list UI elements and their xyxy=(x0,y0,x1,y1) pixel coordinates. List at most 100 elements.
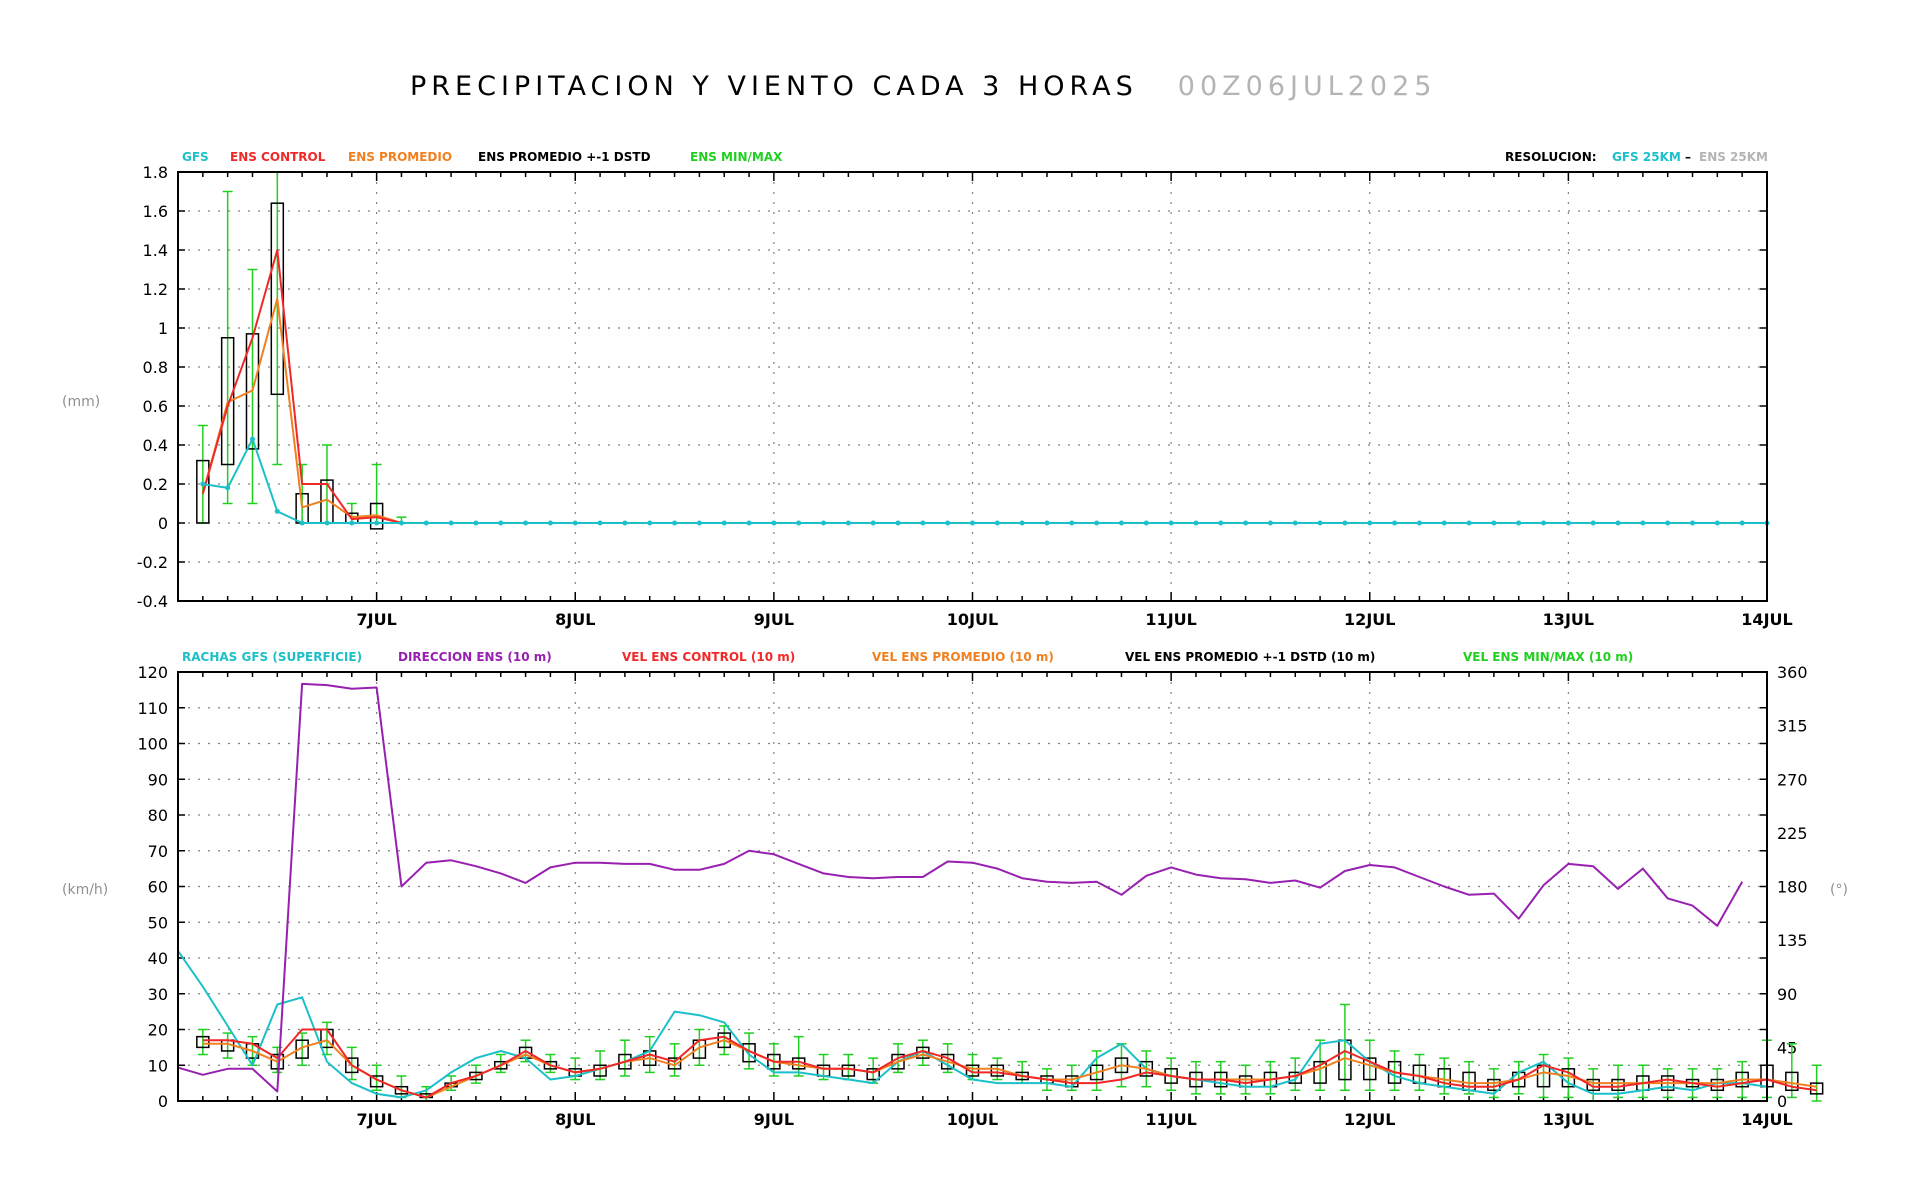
x-tick-label: 11JUL xyxy=(1145,1110,1196,1129)
y2-tick-label: 135 xyxy=(1777,931,1808,950)
x-tick-label: 8JUL xyxy=(555,1110,595,1129)
gfs-point xyxy=(1218,520,1224,526)
gfs-point xyxy=(845,520,851,526)
gfs-point xyxy=(721,520,727,526)
y-tick-label: 10 xyxy=(148,1056,168,1075)
y-tick-label: 110 xyxy=(137,699,168,718)
gfs-point xyxy=(895,520,901,526)
y2-tick-label: 180 xyxy=(1777,878,1808,897)
y-tick-label: 60 xyxy=(148,878,168,897)
legend-resolucion: RESOLUCION: xyxy=(1505,150,1597,164)
y-tick-label: 0.8 xyxy=(143,358,168,377)
gfs-point xyxy=(1292,520,1298,526)
y-tick-label: 0 xyxy=(158,514,168,533)
std-box xyxy=(394,1085,409,1095)
std-box xyxy=(866,1068,880,1081)
gfs-point xyxy=(1590,520,1596,526)
x-tick-label: 10JUL xyxy=(947,1110,998,1129)
gfs-point xyxy=(1317,520,1323,526)
gfs-point xyxy=(299,520,305,526)
rachas-line xyxy=(177,950,1768,1099)
legend-vel-promedio: VEL ENS PROMEDIO (10 m) xyxy=(872,650,1054,664)
top-legend: GFS ENS CONTROL ENS PROMEDIO ENS PROMEDI… xyxy=(182,150,1768,164)
y2-tick-label: 315 xyxy=(1777,717,1808,736)
gfs-point xyxy=(994,520,1000,526)
gfs-point xyxy=(1739,520,1745,526)
wind-ylabel: (km/h) xyxy=(62,882,108,898)
std-box xyxy=(220,337,235,466)
bottom-legend: RACHAS GFS (SUPERFICIE) DIRECCION ENS (1… xyxy=(182,650,1633,664)
plot-frame xyxy=(177,171,1768,602)
legend-rachas: RACHAS GFS (SUPERFICIE) xyxy=(182,650,362,664)
gfs-point xyxy=(572,520,578,526)
std-box xyxy=(270,1053,285,1070)
vel-control-line xyxy=(202,1028,1817,1099)
gfs-point xyxy=(374,520,380,526)
std-box xyxy=(469,1071,483,1081)
gfs-point xyxy=(1665,520,1671,526)
y2-tick-label: 45 xyxy=(1777,1038,1797,1057)
gfs-point xyxy=(1143,520,1149,526)
gfs-point xyxy=(1342,520,1348,526)
gfs-point xyxy=(1690,520,1696,526)
gfs-point xyxy=(547,520,553,526)
gfs-point xyxy=(945,520,951,526)
gfs-point xyxy=(1640,520,1646,526)
direccion-line xyxy=(177,682,1744,1093)
control-line xyxy=(201,249,1767,524)
std-box xyxy=(245,333,260,450)
y-tick-label: 0 xyxy=(158,1092,168,1111)
gfs-point xyxy=(796,520,802,526)
legend-vel-minmax: VEL ENS MIN/MAX (10 m) xyxy=(1463,650,1633,664)
x-tick-label: 11JUL xyxy=(1145,610,1196,629)
gfs-point xyxy=(398,520,404,526)
gfs-point xyxy=(349,520,355,526)
gfs-point xyxy=(1615,520,1621,526)
std-box xyxy=(196,459,210,524)
gfs-point xyxy=(672,520,678,526)
gfs-point xyxy=(920,520,926,526)
gfs-point xyxy=(597,520,603,526)
y2-tick-label: 0 xyxy=(1777,1092,1787,1111)
gfs-point xyxy=(1416,520,1422,526)
y-tick-label: 90 xyxy=(148,770,168,789)
y-tick-label: 1.4 xyxy=(143,241,168,260)
gfs-point xyxy=(1118,520,1124,526)
legend-gfs: GFS xyxy=(182,150,209,164)
y-tick-label: 100 xyxy=(137,735,168,754)
y-tick-label: 40 xyxy=(148,949,168,968)
gfs-point xyxy=(448,520,454,526)
y-tick-label: 120 xyxy=(137,663,168,682)
y-tick-label: -0.2 xyxy=(137,553,168,572)
x-tick-label: 12JUL xyxy=(1344,610,1395,629)
y-tick-label: 80 xyxy=(148,806,168,825)
x-tick-label: 9JUL xyxy=(754,610,794,629)
gfs-point xyxy=(498,520,504,526)
x-tick-label: 7JUL xyxy=(356,610,396,629)
gfs-point xyxy=(1069,520,1075,526)
legend-res-sep: – xyxy=(1685,150,1691,164)
gfs-point xyxy=(771,520,777,526)
gfs-point xyxy=(249,436,255,442)
x-tick-label: 12JUL xyxy=(1344,1110,1395,1129)
gfs-point xyxy=(473,520,479,526)
plot-frame xyxy=(177,671,1768,1102)
precip-ylabel: (mm) xyxy=(62,394,100,410)
legend-control: ENS CONTROL xyxy=(230,150,326,164)
y-tick-label: 30 xyxy=(148,985,168,1004)
std-box xyxy=(1586,1078,1600,1092)
gfs-point xyxy=(870,520,876,526)
x-tick-label: 13JUL xyxy=(1543,1110,1594,1129)
std-box xyxy=(494,1060,508,1070)
std-box xyxy=(543,1060,558,1070)
gfs-point xyxy=(1367,520,1373,526)
gfs-point xyxy=(200,481,206,487)
legend-std: ENS PROMEDIO +-1 DSTD xyxy=(478,150,651,164)
gfs-point xyxy=(970,520,975,526)
wind-y2label: (°) xyxy=(1830,882,1848,898)
std-box xyxy=(965,1064,980,1077)
gfs-point xyxy=(423,520,429,526)
gfs-point xyxy=(1044,520,1050,526)
x-tick-label: 10JUL xyxy=(947,610,998,629)
